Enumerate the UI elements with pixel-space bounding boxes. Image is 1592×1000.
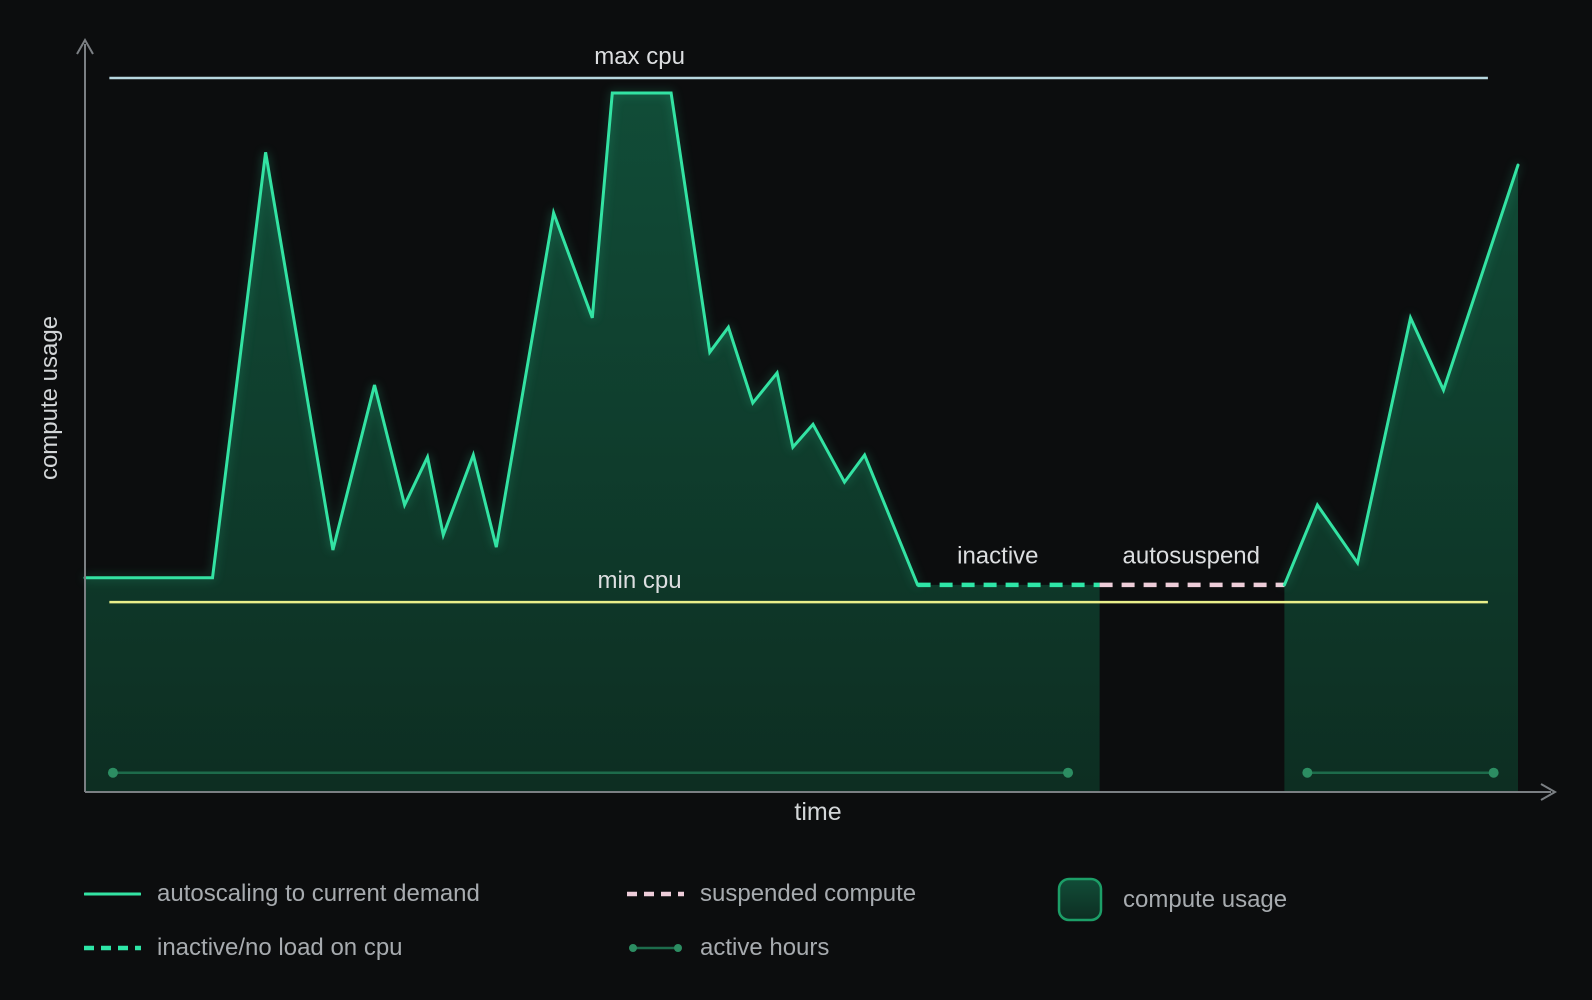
dashed-green-line-swatch-icon bbox=[84, 944, 141, 952]
annotation-inactive: inactive bbox=[957, 543, 1038, 570]
legend-label: inactive/no load on cpu bbox=[157, 934, 403, 961]
solid-line-swatch-icon bbox=[84, 890, 141, 898]
legend-item-active-hours: active hours bbox=[627, 936, 829, 960]
y-axis-arrow-icon bbox=[76, 37, 94, 55]
legend-item-suspended: suspended compute bbox=[627, 882, 916, 906]
annotation-autosuspend: autosuspend bbox=[1123, 543, 1260, 570]
legend-label: suspended compute bbox=[700, 880, 917, 907]
compute-usage-area bbox=[1284, 165, 1518, 793]
compute-usage-box-icon bbox=[1057, 877, 1103, 922]
legend-label: compute usage bbox=[1123, 885, 1288, 913]
active-hours-dot bbox=[1302, 767, 1313, 778]
dotted-endpoints-line-swatch-icon bbox=[627, 942, 684, 954]
series-autoscaling bbox=[1282, 163, 1520, 587]
x-axis-arrow-icon bbox=[1540, 783, 1558, 801]
legend-label: active hours bbox=[700, 934, 830, 961]
legend-item-compute-usage: compute usage bbox=[1057, 877, 1287, 922]
max-cpu-label: max cpu bbox=[594, 43, 685, 70]
x-axis-title: time bbox=[794, 798, 841, 826]
legend-item-autoscaling: autoscaling to current demand bbox=[84, 882, 480, 906]
legend-item-inactive: inactive/no load on cpu bbox=[84, 936, 403, 960]
legend-label: autoscaling to current demand bbox=[157, 880, 480, 907]
compute-usage-area bbox=[85, 93, 1100, 792]
y-axis-title: compute usage bbox=[36, 316, 63, 480]
series-autoscaling bbox=[83, 91, 920, 587]
dashed-pink-line-swatch-icon bbox=[627, 890, 684, 898]
active-hours-dot bbox=[107, 767, 118, 778]
min-cpu-label: min cpu bbox=[598, 567, 682, 594]
active-hours-dot bbox=[1488, 767, 1499, 778]
active-hours-dot bbox=[1063, 767, 1074, 778]
